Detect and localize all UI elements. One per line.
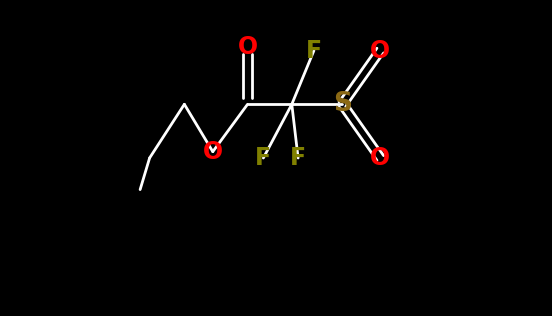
Text: S: S — [333, 91, 352, 117]
Text: F: F — [290, 146, 306, 170]
Text: O: O — [237, 35, 258, 59]
Text: F: F — [306, 39, 322, 63]
Text: O: O — [203, 140, 223, 164]
Text: O: O — [370, 146, 390, 170]
Text: O: O — [370, 39, 390, 63]
Text: F: F — [255, 146, 272, 170]
